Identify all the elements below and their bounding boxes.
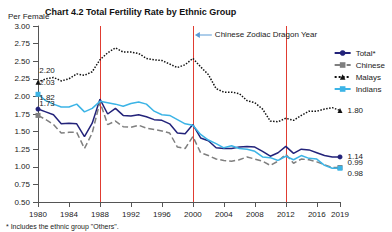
svg-text:2000: 2000	[184, 210, 202, 219]
svg-text:0.75: 0.75	[14, 180, 30, 189]
svg-text:2.00: 2.00	[14, 92, 30, 101]
svg-text:2008: 2008	[246, 210, 264, 219]
svg-text:1.14: 1.14	[347, 152, 364, 162]
svg-text:1.75: 1.75	[14, 110, 30, 119]
svg-text:Chinese Zodiac Dragon Year: Chinese Zodiac Dragon Year	[215, 30, 318, 39]
svg-text:2.20: 2.20	[39, 66, 55, 75]
svg-text:3.00: 3.00	[14, 22, 30, 31]
svg-text:Per Female: Per Female	[8, 12, 50, 21]
svg-text:1984: 1984	[60, 210, 78, 219]
svg-text:2.03: 2.03	[39, 78, 55, 87]
svg-text:Chart 4.2 Total Fertility Rate: Chart 4.2 Total Fertility Rate by Ethnic…	[45, 7, 237, 17]
svg-text:Chinese: Chinese	[356, 61, 386, 70]
svg-text:1.80: 1.80	[348, 106, 364, 115]
svg-text:1.73: 1.73	[39, 99, 55, 108]
svg-text:0.50: 0.50	[14, 198, 30, 207]
svg-text:Malays: Malays	[356, 73, 381, 82]
svg-text:1988: 1988	[91, 210, 109, 219]
svg-text:2012: 2012	[277, 210, 295, 219]
svg-text:2.75: 2.75	[14, 39, 30, 48]
svg-text:1996: 1996	[153, 210, 171, 219]
svg-text:* Includes the ethnic group "O: * Includes the ethnic group "Others".	[6, 223, 119, 231]
svg-text:1.50: 1.50	[14, 127, 30, 136]
svg-text:1.82: 1.82	[39, 93, 55, 103]
svg-text:2.50: 2.50	[14, 57, 30, 66]
svg-text:Total*: Total*	[356, 49, 376, 58]
svg-text:0.98: 0.98	[348, 169, 364, 178]
svg-text:0.99: 0.99	[348, 158, 364, 167]
svg-text:2004: 2004	[215, 210, 233, 219]
svg-text:2019: 2019	[331, 210, 349, 219]
svg-text:1992: 1992	[122, 210, 140, 219]
svg-text:2016: 2016	[308, 210, 326, 219]
svg-text:2.25: 2.25	[14, 74, 30, 83]
svg-text:1980: 1980	[29, 210, 47, 219]
svg-text:1.25: 1.25	[14, 145, 30, 154]
svg-text:Indians: Indians	[356, 85, 382, 94]
svg-text:1.00: 1.00	[14, 162, 30, 171]
